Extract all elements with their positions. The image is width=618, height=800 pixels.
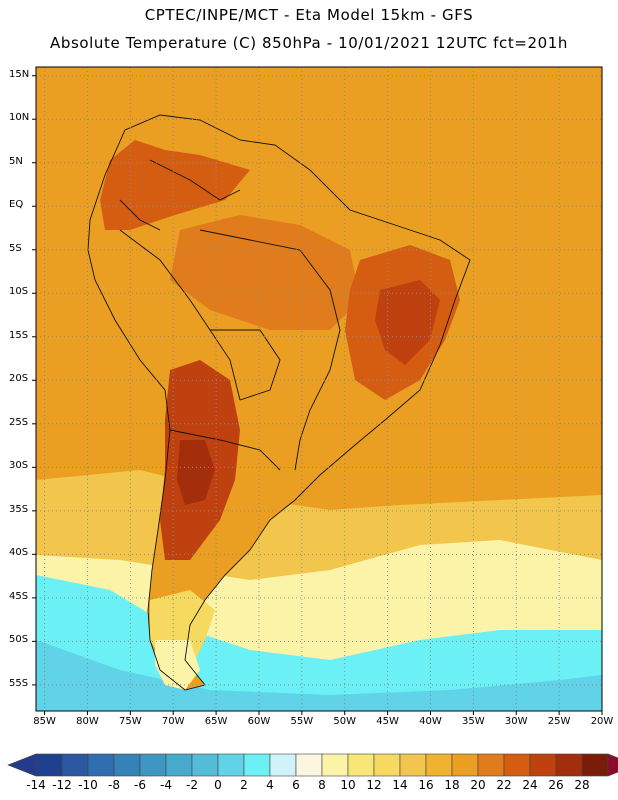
lat-tick-label: 35S — [9, 503, 29, 515]
colorbar-swatch — [321, 753, 349, 777]
lon-tick-label: 25W — [547, 716, 571, 727]
colorbar-label: 10 — [340, 778, 356, 792]
colorbar-swatch — [425, 753, 453, 777]
colorbar-label: 20 — [470, 778, 486, 792]
lat-tick-label: 10N — [9, 112, 30, 124]
title-line-1: CPTEC/INPE/MCT - Eta Model 15km - GFS — [144, 6, 474, 24]
colorbar-label: 0 — [214, 778, 222, 792]
colorbar-over-arrow — [607, 753, 618, 777]
colorbar-label: 22 — [496, 778, 512, 792]
lat-tick-label: 10S — [9, 286, 29, 298]
colorbar-swatch — [477, 753, 505, 777]
colorbar-swatch — [373, 753, 401, 777]
colorbar-label: 2 — [240, 778, 248, 792]
lon-tick-label: 40W — [419, 716, 442, 727]
lon-tick-label: 35W — [462, 716, 485, 727]
colorbar-label: 6 — [292, 778, 300, 792]
colorbar-swatch — [269, 753, 297, 777]
colorbar-label: -2 — [186, 778, 198, 792]
colorbar-swatch — [503, 753, 531, 777]
colorbar-swatch — [61, 753, 89, 777]
colorbar-swatch — [243, 753, 271, 777]
colorbar-swatch — [113, 753, 141, 777]
colorbar-label: -14 — [26, 778, 46, 792]
title-line-2: Absolute Temperature (C) 850hPa - 10/01/… — [49, 34, 569, 52]
chaco-hot — [177, 440, 215, 505]
border-argentina — [169, 429, 281, 471]
lon-tick-label: 50W — [333, 716, 357, 727]
lon-tick-label: 70W — [161, 716, 185, 727]
colorbar-swatch — [217, 753, 245, 777]
colorbar-label: 18 — [444, 778, 460, 792]
lon-tick-label: 20W — [590, 716, 614, 727]
colorbar-label: 16 — [418, 778, 434, 792]
north-atlantic-warm — [300, 67, 602, 290]
lon-tick-label: 75W — [119, 716, 142, 727]
colorbar-label: 26 — [548, 778, 564, 792]
colorbar-label: 12 — [366, 778, 382, 792]
lon-tick-label: 65W — [204, 716, 228, 727]
border-colombia — [119, 199, 161, 231]
lat-tick-label: 50S — [9, 634, 29, 646]
colorbar-under-arrow — [7, 753, 37, 777]
colorbar-label: -12 — [52, 778, 72, 792]
lat-tick-label: 45S — [9, 590, 29, 602]
colorbar-swatch — [139, 753, 167, 777]
border-brazil — [199, 229, 341, 471]
colorbar-swatch — [347, 753, 375, 777]
coastline-south-america — [87, 114, 471, 691]
colorbar — [7, 753, 618, 777]
lon-tick-label: 45W — [376, 716, 399, 727]
colorbar-label: -8 — [108, 778, 120, 792]
border-bolivia — [210, 329, 281, 401]
border-venezuela — [149, 159, 241, 201]
colorbar-swatch — [87, 753, 115, 777]
colorbar-label: -6 — [134, 778, 146, 792]
colorbar-swatch — [555, 753, 583, 777]
colorbar-label: 8 — [318, 778, 326, 792]
border-andes — [119, 229, 241, 401]
lat-tick-label: 5S — [9, 242, 22, 254]
northeast-brazil-core — [375, 280, 440, 365]
lat-tick-label: 15N — [9, 68, 30, 80]
colorbar-label: -4 — [160, 778, 172, 792]
colorbar-label: 4 — [266, 778, 274, 792]
colorbar-swatch — [529, 753, 557, 777]
amazon-warm — [170, 215, 360, 330]
colorbar-swatch — [399, 753, 427, 777]
axis-ticks — [32, 75, 603, 715]
lat-tick-label: 25S — [9, 416, 29, 428]
lat-tick-label: 15S — [9, 329, 29, 341]
lon-tick-label: 55W — [290, 716, 314, 727]
colorbar-swatch — [581, 753, 609, 777]
colorbar-swatch — [165, 753, 193, 777]
colorbar-label: 28 — [574, 778, 590, 792]
colorbar-swatch — [451, 753, 479, 777]
temperature-field — [36, 67, 602, 711]
colorbar-swatch — [191, 753, 219, 777]
country-borders — [87, 114, 471, 691]
colorbar-swatch — [35, 753, 63, 777]
lat-tick-label: 55S — [9, 677, 29, 689]
patagonia-cool — [155, 640, 200, 690]
lon-tick-label: 80W — [76, 716, 99, 727]
lat-tick-label: 30S — [9, 460, 29, 472]
lon-tick-label: 60W — [247, 716, 271, 727]
lat-tick-label: 20S — [9, 373, 29, 385]
colorbar-label: 14 — [392, 778, 408, 792]
lon-tick-label: 85W — [33, 716, 56, 727]
colorbar-label: -10 — [78, 778, 98, 792]
colorbar-label: 24 — [522, 778, 538, 792]
colorbar-swatch — [295, 753, 323, 777]
lat-tick-label: 40S — [9, 547, 29, 559]
southern-ocean-colder — [36, 640, 602, 711]
lat-tick-label: 5N — [9, 155, 23, 167]
plot-frame — [35, 66, 603, 712]
lon-tick-label: 30W — [504, 716, 528, 727]
lat-tick-label: EQ — [9, 199, 24, 211]
